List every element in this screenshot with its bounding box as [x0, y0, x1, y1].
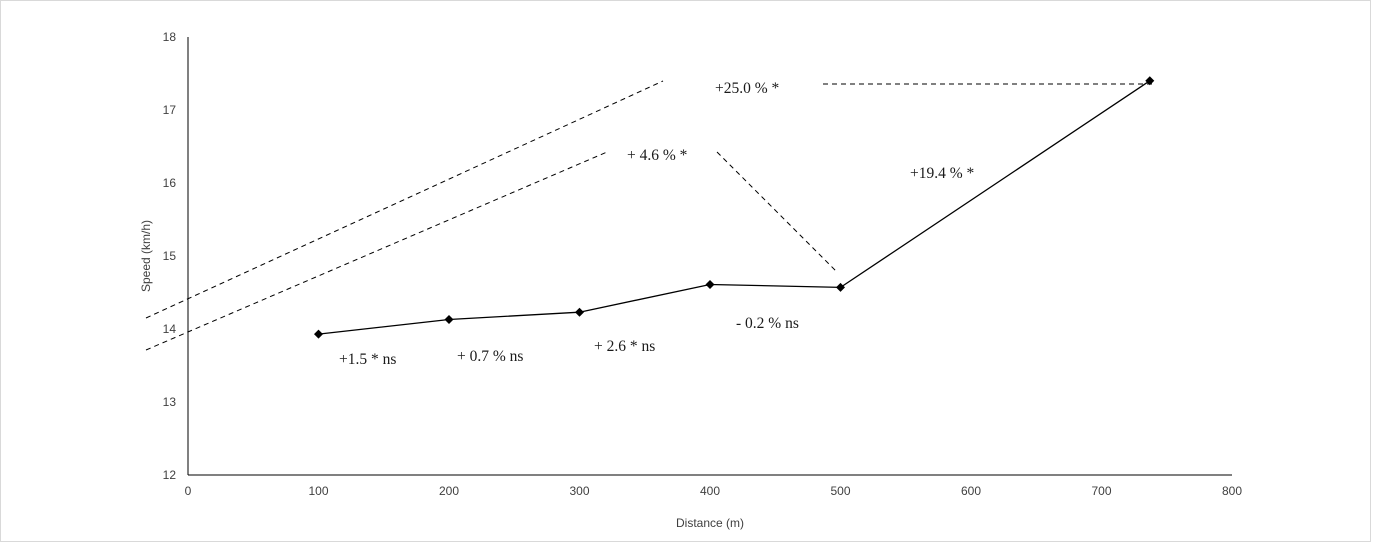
series-line — [318, 80, 1151, 335]
y-axis-label: Speed (km/h) — [139, 220, 153, 292]
data-point — [705, 279, 715, 289]
x-tick-label: 100 — [308, 484, 328, 498]
dashed-line — [145, 80, 664, 319]
x-tick-label: 300 — [569, 484, 589, 498]
axes — [187, 37, 1232, 476]
series — [314, 76, 1155, 339]
annotation-label: + 0.7 % ns — [457, 348, 523, 365]
y-tick-label: 14 — [163, 322, 177, 336]
annotation-label: + 2.6 * ns — [594, 338, 655, 355]
data-point — [314, 329, 323, 339]
dashed-line — [716, 151, 838, 273]
data-point — [836, 282, 845, 292]
y-tick-labels: 12 13 14 15 16 17 18 — [163, 30, 177, 482]
dashed-line — [145, 151, 608, 351]
dashed-comparison-lines — [145, 80, 1152, 351]
x-tick-label: 0 — [185, 484, 192, 498]
x-tick-label: 600 — [961, 484, 981, 498]
x-axis-label: Distance (m) — [676, 516, 744, 530]
y-tick-label: 15 — [163, 249, 177, 263]
y-tick-label: 13 — [163, 395, 177, 409]
x-tick-label: 200 — [439, 484, 459, 498]
annotation-label: +25.0 % * — [715, 80, 780, 97]
annotation-label: - 0.2 % ns — [736, 315, 799, 332]
x-tick-label: 700 — [1091, 484, 1111, 498]
annotation-label: +19.4 % * — [910, 165, 975, 182]
x-tick-label: 800 — [1222, 484, 1242, 498]
data-point — [444, 315, 454, 325]
y-tick-label: 16 — [163, 176, 177, 190]
x-tick-labels: 0 100 200 300 400 500 600 700 800 — [185, 484, 1243, 498]
annotation-label: + 4.6 % * — [627, 147, 688, 164]
y-tick-label: 12 — [163, 468, 177, 482]
x-tick-label: 500 — [830, 484, 850, 498]
annotations: +1.5 * ns + 0.7 % ns + 2.6 * ns - 0.2 % ns +… — [339, 80, 975, 368]
annotation-label: +1.5 * ns — [339, 351, 396, 368]
y-tick-label: 17 — [163, 103, 177, 117]
x-tick-label: 400 — [700, 484, 720, 498]
y-tick-label: 18 — [163, 30, 177, 44]
data-point — [575, 307, 584, 317]
data-point — [1145, 76, 1155, 86]
